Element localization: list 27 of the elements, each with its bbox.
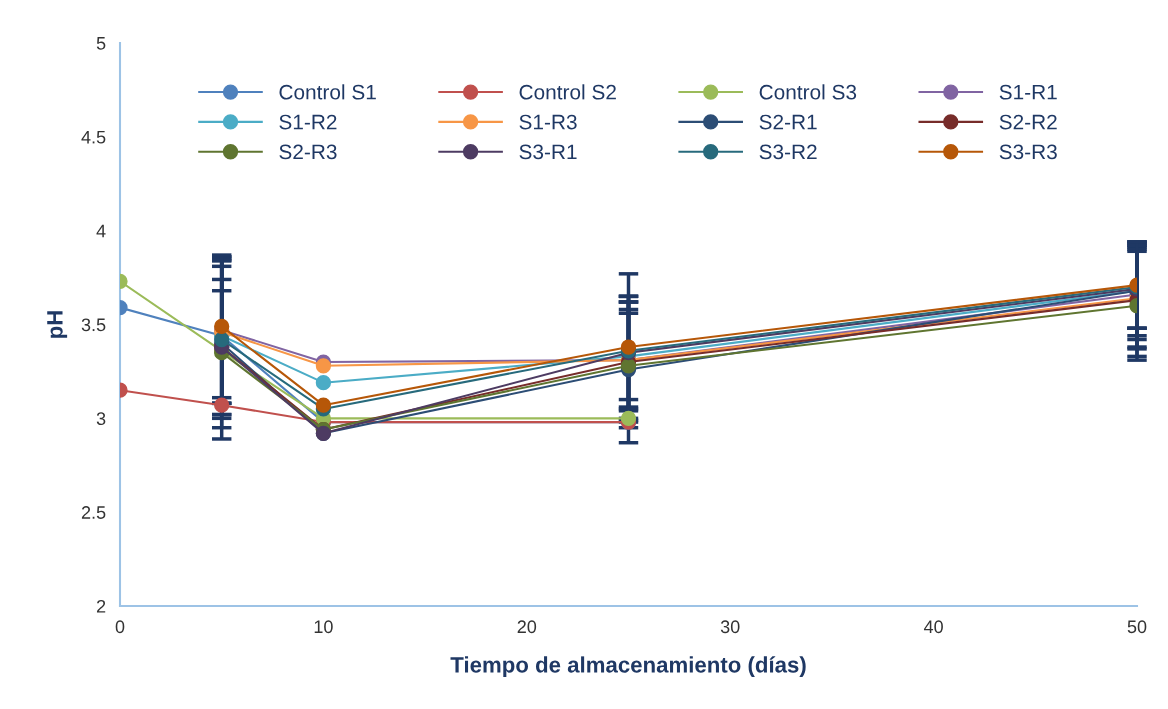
legend-label: S3-R1 [519, 144, 577, 160]
legend-label: S1-R1 [999, 84, 1057, 100]
y-tick-label: 5 [96, 37, 106, 50]
y-tick-label: 4.5 [81, 130, 106, 144]
legend-label: S3-R3 [999, 144, 1057, 160]
legend-label: Control S1 [279, 84, 376, 100]
legend-label: S2-R1 [759, 114, 817, 130]
x-tick-label: 10 [314, 620, 333, 634]
y-tick-label: 2.5 [81, 506, 106, 519]
x-tick-label: 40 [923, 620, 943, 634]
legend-label: Control S2 [519, 84, 616, 100]
legend-label: S3-R2 [759, 144, 817, 160]
legend-label: Control S3 [759, 84, 857, 100]
x-tick-label: 20 [517, 620, 537, 634]
x-axis-title: Tiempo de almacenamiento (días) [450, 656, 806, 678]
y-tick-label: 3 [96, 412, 106, 426]
legend-label: S1-R2 [279, 114, 337, 130]
x-tick-label: 50 [1127, 620, 1147, 634]
legend-label: S2-R2 [999, 114, 1057, 130]
y-tick-label: 2 [96, 599, 106, 613]
legend-label: S1-R3 [519, 114, 577, 130]
x-tick-label: 0 [115, 620, 125, 634]
y-axis-title: pH [47, 311, 68, 338]
y-tick-label: 4 [96, 224, 106, 238]
legend-label: S2-R3 [279, 144, 337, 160]
y-tick-label: 3.5 [81, 318, 106, 332]
x-tick-label: 30 [720, 620, 740, 634]
